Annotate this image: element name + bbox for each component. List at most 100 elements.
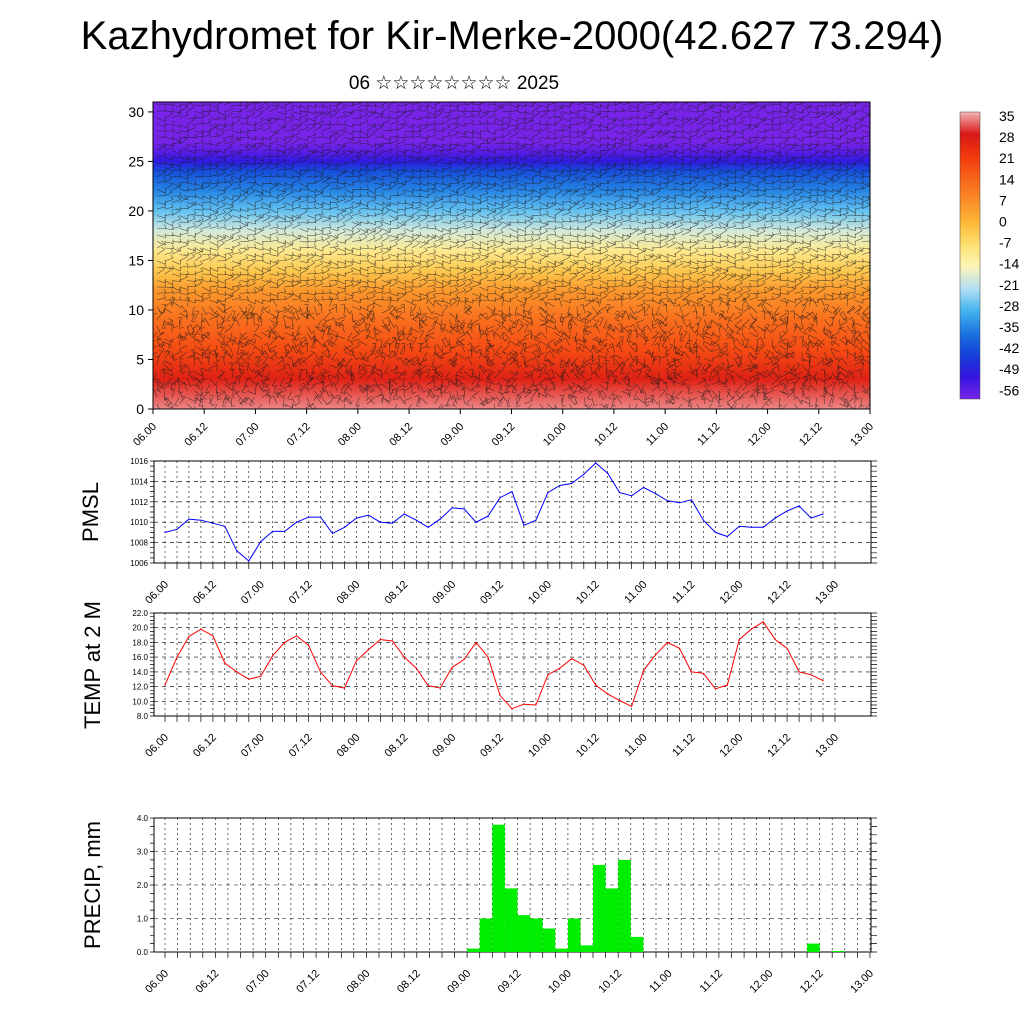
y-tick-label: 1016: [130, 457, 148, 466]
data-point: [643, 669, 645, 672]
data-point: [415, 667, 417, 669]
precip-bar: [567, 918, 581, 952]
precip-panel: 0.0 1.0 2.0 3.0 4.0 06.00 06.12 07.00 07.12 08.00…: [80, 814, 877, 996]
x-tick-label: 06.12: [191, 732, 219, 760]
data-point: [224, 662, 226, 664]
data-point: [379, 638, 381, 641]
x-tick-label: 06.00: [143, 732, 171, 760]
x-tick-label: 11.00: [647, 968, 674, 995]
data-point: [822, 513, 824, 515]
data-point: [798, 505, 800, 507]
data-point: [654, 654, 657, 656]
y-tick-label: 30: [128, 104, 144, 120]
data-point: [355, 660, 357, 662]
x-tick-label: 11.12: [698, 968, 725, 995]
chart-subtitle: 06 ☆☆☆☆☆☆☆☆ 2025: [348, 73, 560, 94]
data-point: [284, 641, 286, 644]
data-point: [403, 513, 405, 515]
data-point: [248, 678, 250, 680]
data-point: [774, 638, 776, 641]
data-point: [499, 694, 501, 697]
data-point: [296, 521, 298, 523]
data-point: [176, 656, 178, 658]
colorbar-label: -42: [999, 340, 1019, 356]
data-point: [391, 522, 393, 524]
data-point: [786, 647, 788, 649]
x-tick-label: 08.00: [336, 421, 364, 449]
temp2m-series: [164, 621, 824, 710]
data-point: [535, 704, 537, 706]
y-tick-label: 1014: [130, 477, 148, 486]
precip-bar: [618, 859, 631, 952]
x-tick-label: 06.00: [143, 579, 171, 607]
data-point: [391, 640, 393, 642]
data-point: [236, 550, 238, 552]
data-point: [188, 635, 190, 638]
data-point: [810, 517, 812, 519]
y-tick-label: 15: [128, 252, 144, 268]
data-point: [176, 528, 178, 530]
data-point: [212, 522, 214, 524]
x-tick-label: 10.00: [526, 579, 554, 607]
y-tick-label: 3.0: [137, 848, 149, 857]
temp2m-panel: 8.0 10.0 12.0 14.0 16.0 18.0 20.0 22.0 06.00 06.1…: [80, 601, 877, 760]
data-point: [559, 484, 561, 487]
data-point: [475, 641, 477, 644]
precip-bar: [630, 936, 644, 952]
y-tick-label: 10: [128, 302, 144, 318]
wind-barb-field: [153, 102, 870, 409]
data-point: [164, 531, 166, 534]
data-point: [535, 519, 537, 521]
data-point: [415, 519, 417, 521]
data-point: [260, 541, 262, 543]
y-tick-label: 20: [128, 203, 144, 219]
y-tick-label: 2.0: [137, 881, 149, 890]
data-point: [523, 524, 525, 526]
x-tick-label: 08.12: [382, 579, 410, 607]
x-tick-label: 10.12: [592, 421, 620, 449]
colorbar-label: -7: [999, 235, 1012, 251]
minor-ticks: [150, 612, 877, 722]
x-tick-label: 06.12: [182, 421, 210, 449]
x-tick-label: 09.00: [430, 732, 458, 760]
data-point: [439, 518, 441, 520]
data-point: [451, 666, 453, 669]
x-tick-label: 11.00: [622, 732, 649, 759]
x-tick-label: 08.00: [335, 732, 363, 760]
x-tick-label: 09.12: [490, 421, 518, 449]
data-point: [463, 508, 465, 510]
data-point: [810, 674, 812, 676]
data-point: [367, 514, 369, 516]
precip-bar: [832, 951, 845, 952]
data-point: [798, 671, 800, 673]
cross-section-panel: 0 5 10 15 20 25 30 06.00 06.12 07.00 07.12 08.00 08.…: [128, 101, 876, 449]
colorbar-label: -21: [999, 277, 1019, 293]
precip-axis-label: PRECIP, mm: [80, 821, 105, 949]
data-point: [379, 521, 381, 523]
data-point: [319, 516, 322, 518]
data-point: [750, 628, 752, 630]
x-tick-label: 07.00: [239, 579, 267, 607]
data-point: [355, 517, 357, 519]
data-point: [511, 708, 513, 710]
data-point: [511, 491, 513, 493]
x-tick-label: 09.00: [445, 968, 473, 996]
series-line: [164, 621, 824, 710]
x-tick-label: 12.00: [717, 732, 745, 760]
data-point: [200, 628, 202, 630]
colorbar-label: 0: [999, 214, 1007, 230]
data-point: [284, 530, 286, 533]
colorbar-label: 7: [999, 192, 1007, 208]
precip-bar: [542, 928, 556, 952]
x-tick-label: 12.00: [747, 968, 775, 996]
x-tick-label: 13.00: [848, 968, 876, 996]
y-tick-label: 10.0: [132, 697, 148, 706]
data-point: [224, 525, 226, 527]
precip-bar: [517, 915, 531, 952]
data-point: [702, 519, 705, 521]
data-point: [248, 560, 250, 562]
y-tick-label: 1.0: [137, 915, 149, 924]
data-point: [690, 499, 693, 501]
data-point: [272, 530, 274, 533]
temperature-shading: [153, 102, 870, 409]
